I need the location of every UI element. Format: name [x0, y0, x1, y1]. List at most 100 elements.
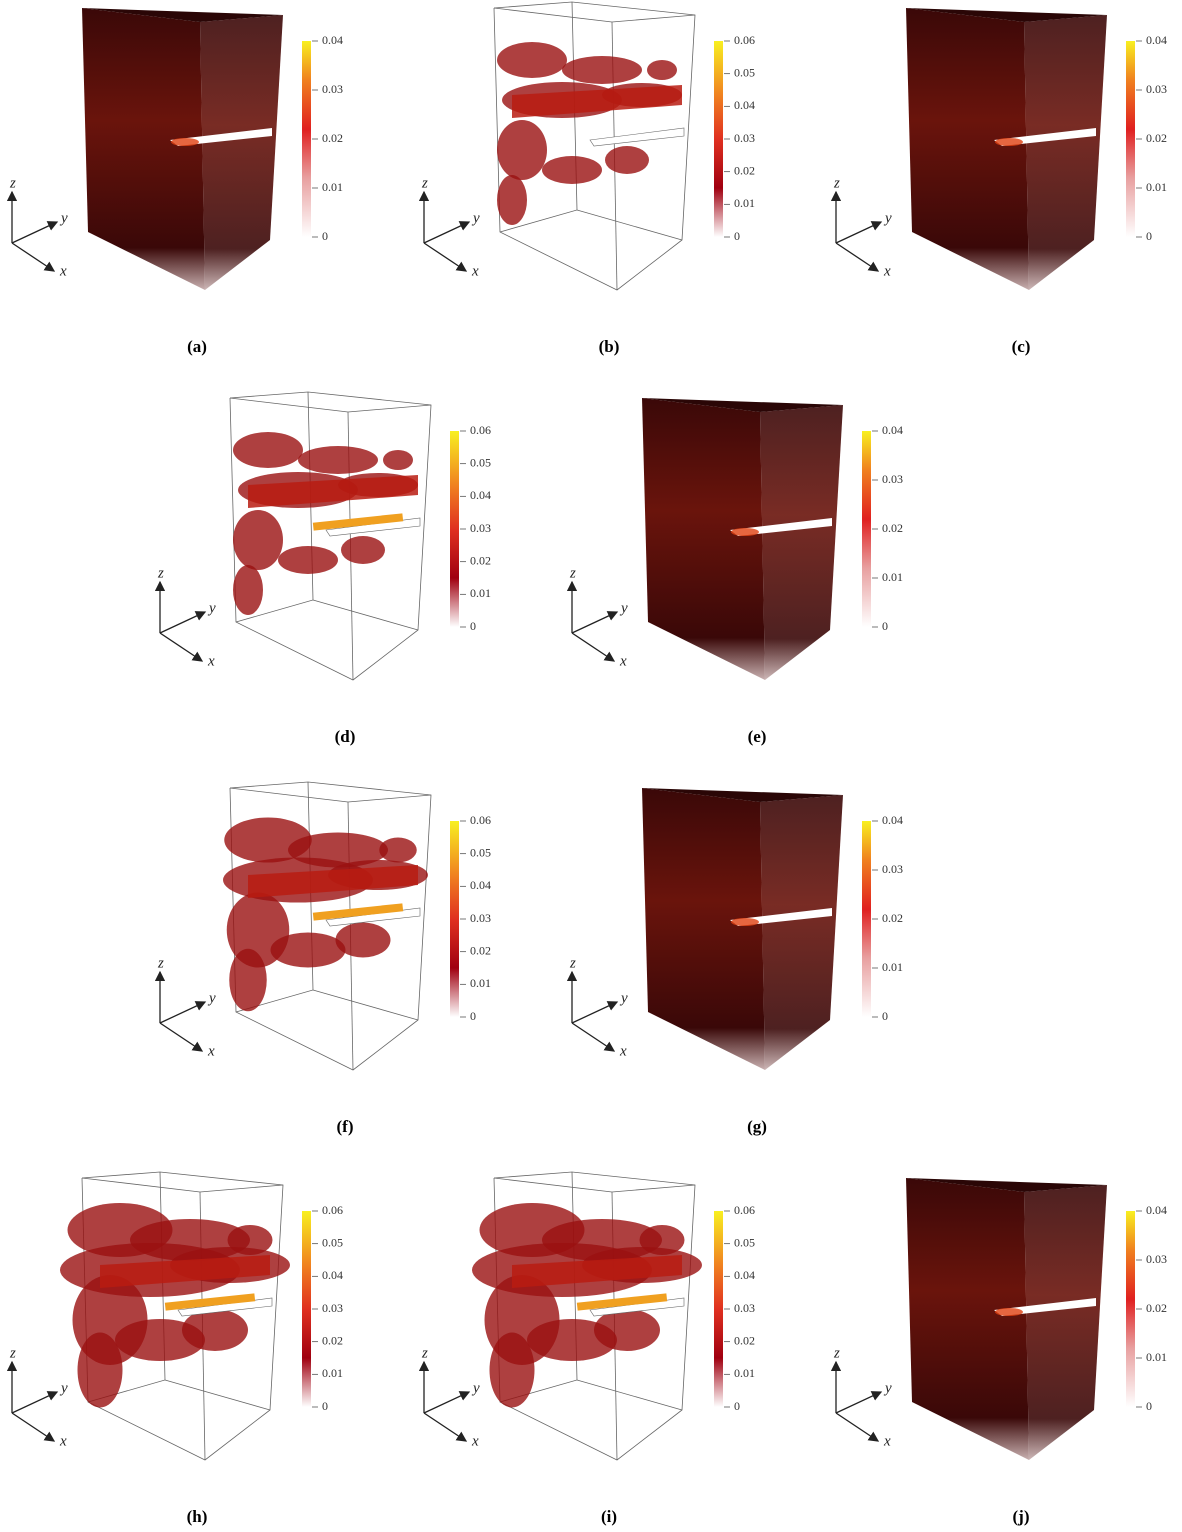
- slab: [512, 1255, 682, 1288]
- panel-label: (a): [187, 337, 207, 356]
- panel-label: (f): [337, 1117, 354, 1136]
- colorbar: [450, 431, 459, 627]
- density-blob: [647, 60, 677, 80]
- panel-label: (e): [748, 727, 767, 746]
- panel: z y x 0 0.01 0.02 0.03 0.04 (g): [566, 788, 903, 1136]
- colorbar-tick-label: 0.06: [470, 813, 491, 827]
- axis-label: y: [471, 1380, 480, 1396]
- panel: z y x 0 0.01 0.02 0.03 0.04 (c): [830, 8, 1167, 356]
- colorbar-tick-label: 0.04: [1146, 1203, 1167, 1217]
- axis-label: y: [619, 990, 628, 1006]
- colorbar-tick-label: 0.02: [1146, 131, 1167, 145]
- density-blob: [77, 1332, 123, 1408]
- density-blob: [341, 536, 385, 564]
- density-blob: [298, 446, 378, 474]
- panel-label: (g): [747, 1117, 767, 1136]
- axis-label: z: [569, 565, 576, 581]
- panel: z y x 0 0.01 0.02 0.03 0.04 (j): [830, 1178, 1167, 1526]
- colorbar-tick-label: 0.05: [734, 65, 755, 79]
- colorbar-tick-label: 0.02: [322, 1333, 343, 1347]
- colorbar-tick-label: 0.03: [1146, 1252, 1167, 1266]
- axis-label: x: [619, 653, 627, 669]
- colorbar-tick-label: 0.02: [734, 163, 755, 177]
- colorbar: [302, 41, 311, 237]
- hot-spot: [995, 1308, 1023, 1316]
- colorbar-tick-label: 0.04: [882, 423, 903, 437]
- colorbar-tick-label: 0: [470, 619, 476, 633]
- axis-label: z: [569, 955, 576, 971]
- notch-cut: [589, 127, 685, 147]
- axis-arrow: [423, 242, 468, 272]
- volume-front: [642, 398, 765, 680]
- density-blob: [278, 546, 338, 574]
- colorbar-tick-label: 0.03: [322, 1301, 343, 1315]
- colorbar-tick-label: 0.04: [1146, 33, 1167, 47]
- colorbar: [1126, 41, 1135, 237]
- density-blob: [497, 120, 547, 180]
- volume-top: [82, 8, 283, 22]
- panel-label: (i): [601, 1507, 617, 1526]
- axis-arrow: [423, 1412, 468, 1442]
- colorbar: [714, 1211, 723, 1407]
- colorbar-tick-label: 0.04: [322, 1268, 343, 1282]
- axis-arrow: [11, 1412, 56, 1442]
- panel-label: (h): [187, 1507, 208, 1526]
- axis-arrow: [11, 221, 59, 244]
- colorbar-tick-label: 0.01: [322, 180, 343, 194]
- volume-side: [1024, 1185, 1107, 1460]
- density-blob: [605, 146, 649, 174]
- colorbar-tick-label: 0.02: [470, 943, 491, 957]
- panel: z y x 0 0.01 0.02 0.03 0.04 (a): [6, 8, 343, 356]
- axis-arrow: [159, 632, 204, 662]
- colorbar-tick-label: 0.04: [734, 1268, 755, 1282]
- colorbar-tick-label: 0.02: [734, 1333, 755, 1347]
- hot-zone: [312, 903, 404, 921]
- colorbar-tick-label: 0.03: [882, 862, 903, 876]
- colorbar-tick-label: 0.04: [734, 98, 755, 112]
- panel-label: (j): [1013, 1507, 1030, 1526]
- panel: z y x 0 0.01 0.02 0.03 0.04 (e): [566, 398, 903, 746]
- colorbar-tick-label: 0.04: [882, 813, 903, 827]
- colorbar-tick-label: 0.01: [470, 976, 491, 990]
- colorbar-tick-label: 0.03: [882, 472, 903, 486]
- colorbar-tick-label: 0.01: [322, 1366, 343, 1380]
- density-blob: [497, 42, 567, 78]
- colorbar-tick-label: 0.02: [882, 911, 903, 925]
- volume-side: [760, 795, 843, 1070]
- colorbar-tick-label: 0.01: [1146, 180, 1167, 194]
- colorbar-tick-label: 0.01: [470, 586, 491, 600]
- colorbar-tick-label: 0.03: [734, 1301, 755, 1315]
- wireframe: [493, 1, 696, 16]
- density-blob: [335, 922, 391, 958]
- axis-arrow: [159, 611, 207, 634]
- axis-arrow: [423, 1391, 471, 1414]
- axis-arrow: [571, 1022, 616, 1052]
- axis-label: x: [883, 263, 891, 279]
- colorbar-tick-label: 0.05: [470, 455, 491, 469]
- axis-label: x: [207, 653, 215, 669]
- colorbar-tick-label: 0: [322, 229, 328, 243]
- axis-label: y: [883, 1380, 892, 1396]
- colorbar-tick-label: 0: [734, 229, 740, 243]
- density-blob: [497, 175, 527, 225]
- colorbar-tick-label: 0.04: [470, 488, 491, 502]
- density-blob: [233, 432, 303, 468]
- colorbar-tick-label: 0.06: [322, 1203, 343, 1217]
- axis-label: x: [207, 1043, 215, 1059]
- colorbar-tick-label: 0.03: [734, 131, 755, 145]
- colorbar-tick-label: 0.05: [470, 845, 491, 859]
- axis-label: z: [833, 175, 840, 191]
- colorbar-tick-label: 0.02: [882, 521, 903, 535]
- colorbar-tick-label: 0.03: [1146, 82, 1167, 96]
- density-blob: [639, 1225, 685, 1255]
- axis-arrow: [571, 632, 616, 662]
- colorbar-tick-label: 0: [882, 1009, 888, 1023]
- hot-spot: [171, 138, 199, 146]
- axis-label: y: [207, 600, 216, 616]
- colorbar-tick-label: 0.01: [882, 570, 903, 584]
- wireframe: [576, 209, 683, 241]
- axis-label: z: [833, 1345, 840, 1361]
- volume-side: [1024, 15, 1107, 290]
- colorbar-tick-label: 0: [734, 1399, 740, 1413]
